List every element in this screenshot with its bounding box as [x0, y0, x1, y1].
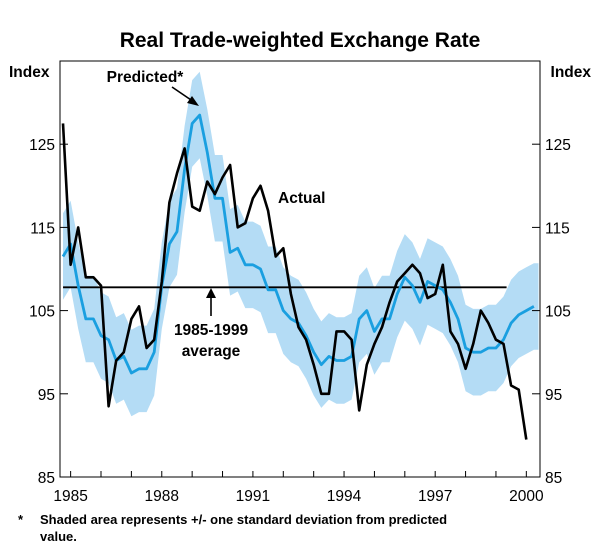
y-tick-label-right: 85 [545, 470, 562, 487]
average-arrow [206, 288, 216, 316]
y-axis-label-right: Index [551, 64, 592, 81]
y-tick-label-left: 95 [38, 387, 55, 404]
x-tick-label: 1985 [53, 488, 87, 505]
y-tick-label-right: 125 [545, 137, 571, 154]
predicted-arrow [171, 86, 199, 106]
predicted-label: Predicted* [107, 69, 185, 86]
y-tick-label-left: 85 [38, 470, 55, 487]
y-axis-label-left: Index [9, 64, 50, 81]
y-tick-label-left: 115 [30, 220, 55, 237]
y-tick-label-right: 105 [545, 304, 571, 321]
average-label-line2: average [182, 343, 241, 360]
y-tick-label-left: 125 [29, 137, 55, 154]
plot-frame [59, 60, 541, 478]
x-tick-label: 2000 [509, 488, 544, 505]
x-tick-label: 1991 [236, 488, 270, 505]
average-label-line1: 1985-1999 [174, 322, 249, 339]
y-tick-label-right: 95 [545, 387, 562, 404]
y-tick-label-left: 105 [29, 304, 55, 321]
x-tick-label: 1997 [418, 488, 452, 505]
x-tick-label: 1988 [145, 488, 179, 505]
footnote-text: Shaded area represents +/- one standard … [40, 512, 448, 544]
footnote: * Shaded area represents +/- one standard… [18, 511, 460, 545]
actual-series-line [61, 123, 528, 440]
actual-label: Actual [278, 190, 325, 207]
y-tick-label-right: 115 [545, 220, 570, 237]
chart-title: Real Trade-weighted Exchange Rate [120, 29, 481, 52]
x-tick-label: 1994 [327, 488, 362, 505]
footnote-marker: * [18, 512, 24, 527]
